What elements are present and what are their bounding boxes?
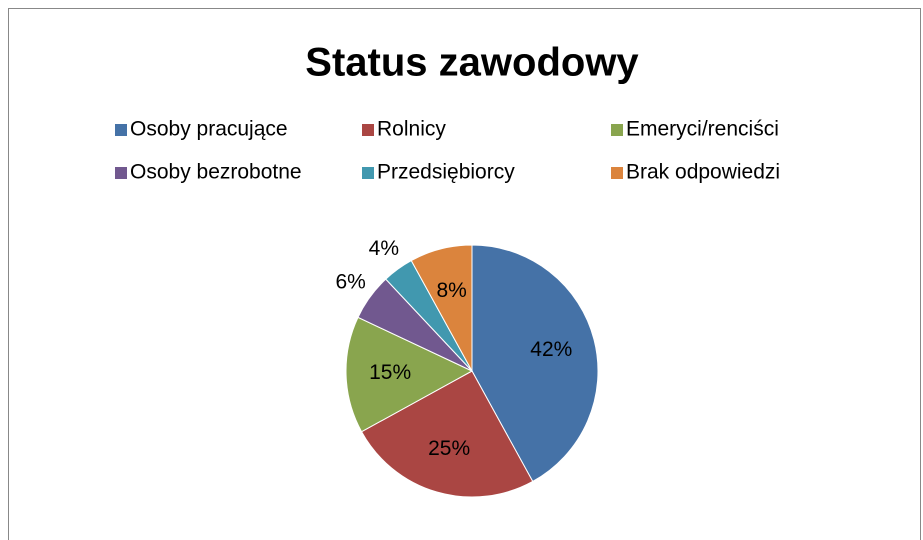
data-label: 15% bbox=[369, 361, 411, 384]
legend-swatch bbox=[362, 167, 374, 179]
legend-label: Brak odpowiedzi bbox=[626, 161, 780, 184]
legend-label: Osoby bezrobotne bbox=[130, 161, 302, 184]
legend-swatch bbox=[115, 124, 127, 136]
pie-slice bbox=[471, 244, 599, 483]
legend-label: Emeryci/renciści bbox=[626, 118, 779, 141]
data-label: 8% bbox=[436, 279, 466, 302]
legend-label: Przedsiębiorcy bbox=[377, 161, 515, 184]
data-label: 6% bbox=[335, 270, 365, 293]
data-label: 25% bbox=[428, 437, 470, 460]
legend-swatch bbox=[362, 124, 374, 136]
legend-swatch bbox=[611, 124, 623, 136]
legend-swatch bbox=[115, 167, 127, 179]
pie-slice bbox=[360, 370, 534, 498]
pie-slice bbox=[410, 244, 473, 372]
chart-title: Status zawodowy bbox=[305, 41, 639, 85]
legend-label: Rolnicy bbox=[377, 118, 446, 141]
legend-label: Osoby pracujące bbox=[130, 118, 288, 141]
data-label: 42% bbox=[530, 338, 572, 361]
data-label: 4% bbox=[369, 237, 399, 260]
pie-slice bbox=[345, 316, 474, 433]
legend-swatch bbox=[611, 167, 623, 179]
